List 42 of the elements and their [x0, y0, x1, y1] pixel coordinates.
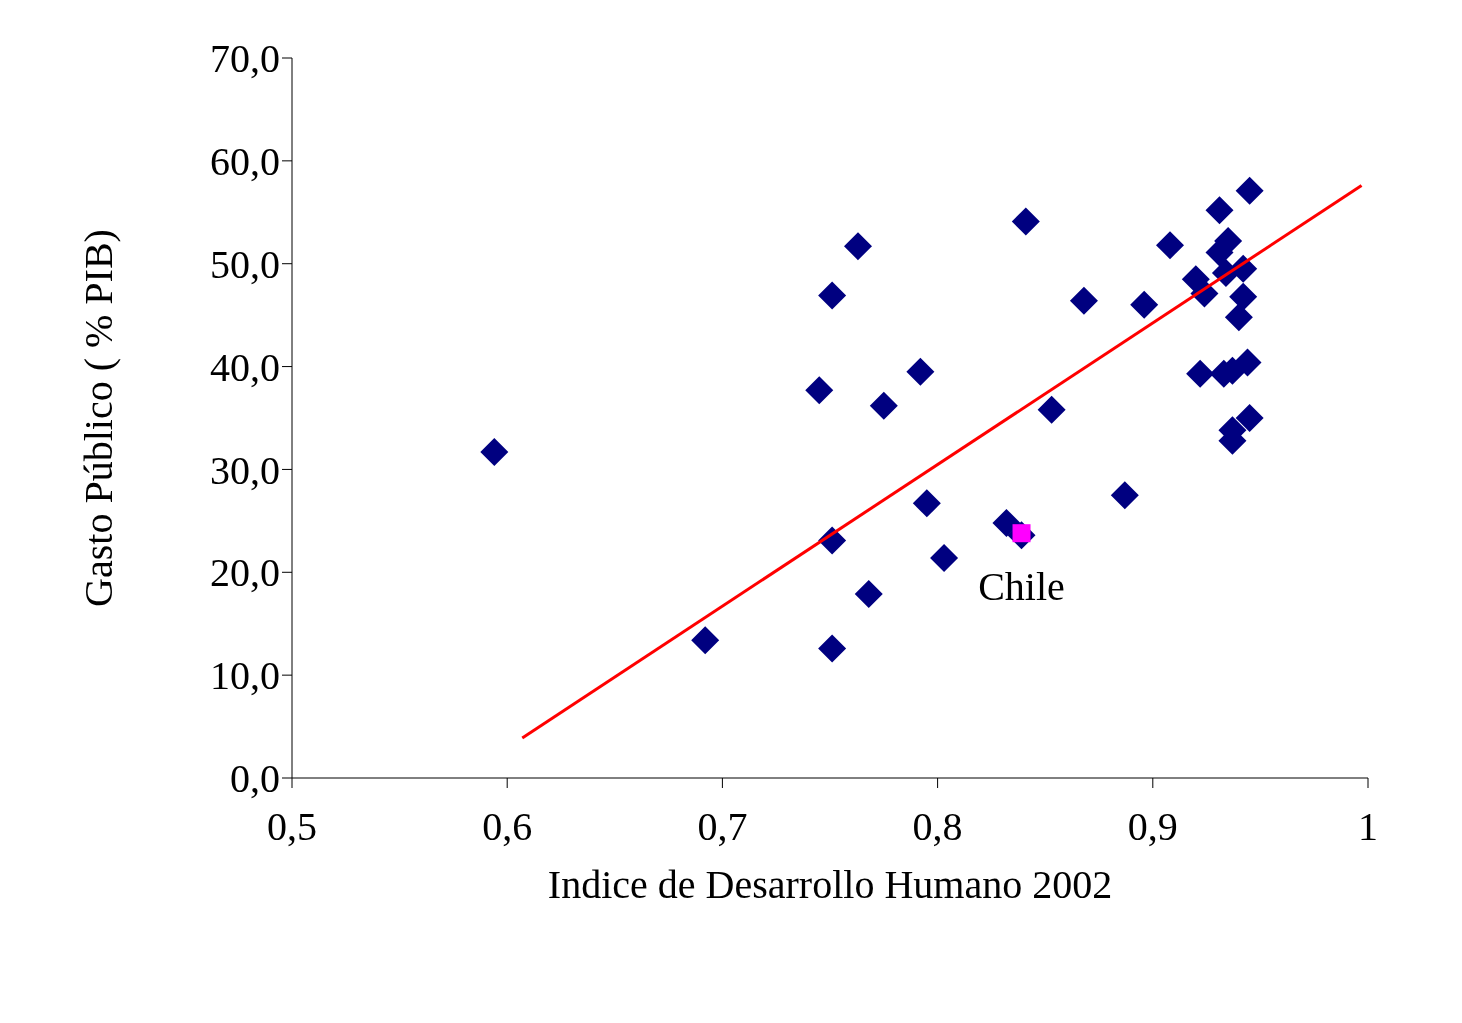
- point: [1130, 290, 1159, 319]
- point: [854, 579, 883, 608]
- y-tick-label: 70,0: [210, 36, 280, 82]
- point: [818, 281, 847, 310]
- x-axis-title: Indice de Desarrollo Humano 2002: [547, 862, 1113, 907]
- point: [869, 391, 898, 420]
- point: [930, 543, 959, 572]
- point: [1186, 359, 1215, 388]
- point: [1156, 231, 1185, 260]
- point: [480, 437, 509, 466]
- y-tick-label: 20,0: [210, 550, 280, 596]
- y-tick-label: 10,0: [210, 653, 280, 699]
- point: [1235, 404, 1264, 432]
- point: [843, 232, 872, 261]
- point: [1229, 282, 1258, 311]
- y-tick-label: 40,0: [210, 344, 280, 390]
- y-tick-label: 50,0: [210, 241, 280, 287]
- y-tick-label: 60,0: [210, 139, 280, 185]
- x-tick-label: 0,5: [267, 804, 317, 850]
- y-tick-label: 0,0: [230, 756, 280, 802]
- point: [818, 634, 847, 663]
- point: [1233, 348, 1262, 377]
- annotation: Chile: [978, 563, 1065, 609]
- x-tick-label: 0,8: [912, 804, 963, 850]
- point: [691, 626, 720, 655]
- point: [1110, 481, 1139, 510]
- point: [1205, 196, 1234, 225]
- x-tick-label: 1: [1358, 804, 1378, 850]
- y-tick-label: 30,0: [210, 447, 280, 493]
- x-tick-label: 0,7: [697, 804, 748, 850]
- point: [1224, 303, 1253, 332]
- x-tick-label: 0,6: [482, 804, 533, 850]
- x-tick-label: 0,9: [1127, 804, 1178, 850]
- point: [992, 508, 1021, 537]
- point: [906, 357, 935, 386]
- y-axis-title: Gasto Público ( % PIB): [76, 229, 122, 607]
- point: [912, 489, 941, 518]
- point: [805, 376, 834, 405]
- point: [1037, 395, 1066, 424]
- point: [1069, 286, 1098, 315]
- point: [1011, 207, 1040, 236]
- point: [1235, 176, 1264, 205]
